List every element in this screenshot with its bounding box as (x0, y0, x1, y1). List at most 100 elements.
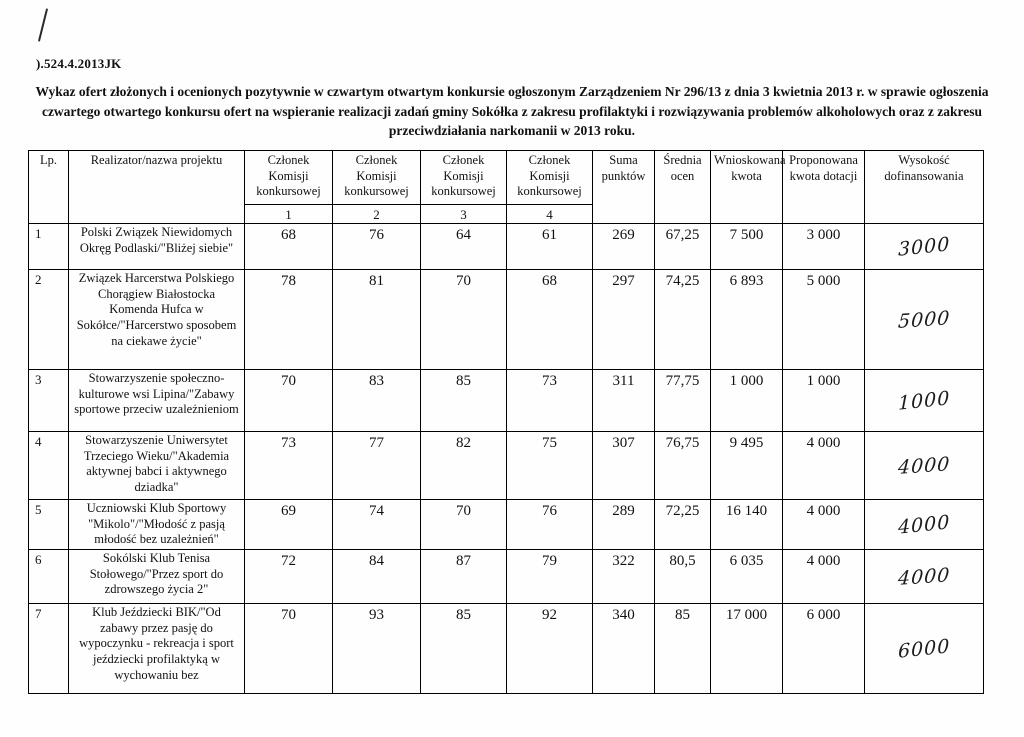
cell-handwritten-amount: 4000 (864, 549, 984, 604)
document-title: Wykaz ofert złożonych i ocenionych pozyt… (35, 84, 989, 139)
cell-handwritten-amount: 6000 (864, 603, 984, 694)
cell-wnioskowana-kwota: 16 140 (710, 499, 783, 550)
cell-project-name: Związek Harcerstwa Polskiego Chorągiew B… (68, 269, 245, 371)
komisja-number-2: 2 (333, 203, 420, 223)
cell-score-member-4: 76 (506, 499, 593, 550)
document-reference-number: ).524.4.2013JK (36, 56, 122, 71)
cell-score-member-3: 64 (420, 223, 507, 271)
cell-score-member-2: 76 (332, 223, 421, 271)
cell-suma-punktow: 289 (592, 499, 655, 550)
cell-srednia-ocen: 74,25 (654, 269, 711, 371)
cell-handwritten-amount: 1000 (864, 369, 984, 433)
cell-ordinal-number: 7 (28, 603, 69, 694)
table-row: 6 Sokólski Klub Tenisa Stołowego/"Przez … (28, 549, 984, 604)
handwritten-amount: 4000 (897, 510, 951, 539)
cell-suma-punktow: 297 (592, 269, 655, 371)
header-komisja-member-4: Członek Komisji konkursowej 4 (506, 149, 593, 225)
cell-srednia-ocen: 80,5 (654, 549, 711, 604)
cell-score-member-3: 70 (420, 269, 507, 371)
table-body: 1 Polski Związek Niewidomych Okręg Podla… (28, 223, 984, 694)
header-komisja-member-1: Członek Komisji konkursowej 1 (244, 149, 333, 225)
cell-wnioskowana-kwota: 17 000 (710, 603, 783, 694)
cell-handwritten-amount: 3000 (864, 223, 984, 271)
cell-srednia-ocen: 67,25 (654, 223, 711, 271)
handwritten-amount: 5000 (897, 306, 951, 333)
cell-suma-punktow: 269 (592, 223, 655, 271)
cell-ordinal-number: 6 (28, 549, 69, 604)
cell-score-member-3: 70 (420, 499, 507, 550)
cell-suma-punktow: 311 (592, 369, 655, 433)
cell-score-member-2: 77 (332, 431, 421, 501)
cell-score-member-3: 85 (420, 603, 507, 694)
header-wysokosc-dofinansowania: Wysokość dofinansowania (864, 149, 984, 225)
cell-suma-punktow: 307 (592, 431, 655, 501)
handwritten-slash-mark (37, 8, 49, 42)
header-lp: Lp. (28, 149, 69, 225)
handwritten-amount: 6000 (897, 634, 951, 663)
komisja-number-3: 3 (421, 203, 506, 223)
cell-srednia-ocen: 76,75 (654, 431, 711, 501)
cell-score-member-3: 87 (420, 549, 507, 604)
cell-score-member-1: 78 (244, 269, 333, 371)
cell-score-member-4: 73 (506, 369, 593, 433)
table-row: 3 Stowarzyszenie społeczno-kulturowe wsi… (28, 369, 984, 433)
handwritten-amount: 1000 (897, 386, 951, 415)
cell-score-member-1: 70 (244, 369, 333, 433)
cell-ordinal-number: 5 (28, 499, 69, 550)
komisja-label-3: Członek Komisji konkursowej (431, 153, 496, 199)
handwritten-amount: 3000 (897, 232, 951, 261)
cell-proponowana-kwota: 4 000 (782, 431, 865, 501)
komisja-label-4: Członek Komisji konkursowej (517, 153, 582, 199)
header-komisja-member-3: Członek Komisji konkursowej 3 (420, 149, 507, 225)
header-komisja-member-2: Członek Komisji konkursowej 2 (332, 149, 421, 225)
komisja-label-2: Członek Komisji konkursowej (344, 153, 409, 199)
cell-score-member-4: 92 (506, 603, 593, 694)
cell-score-member-3: 82 (420, 431, 507, 501)
cell-srednia-ocen: 85 (654, 603, 711, 694)
cell-handwritten-amount: 5000 (864, 269, 984, 371)
table-row: 4 Stowarzyszenie Uniwersytet Trzeciego W… (28, 431, 984, 501)
cell-ordinal-number: 4 (28, 431, 69, 501)
cell-score-member-2: 74 (332, 499, 421, 550)
cell-proponowana-kwota: 4 000 (782, 549, 865, 604)
table-row: 5 Uczniowski Klub Sportowy "Mikolo"/"Mło… (28, 499, 984, 550)
handwritten-amount: 4000 (897, 452, 951, 479)
cell-suma-punktow: 322 (592, 549, 655, 604)
cell-ordinal-number: 3 (28, 369, 69, 433)
header-wnioskowana-kwota: Wnioskowana kwota (710, 149, 786, 225)
cell-score-member-1: 73 (244, 431, 333, 501)
cell-proponowana-kwota: 5 000 (782, 269, 865, 371)
cell-wnioskowana-kwota: 9 495 (710, 431, 783, 501)
cell-score-member-4: 75 (506, 431, 593, 501)
handwritten-amount: 4000 (897, 563, 951, 590)
cell-project-name: Klub Jeździecki BIK/"Od zabawy przez pas… (68, 603, 245, 694)
cell-score-member-4: 68 (506, 269, 593, 371)
table-row: 1 Polski Związek Niewidomych Okręg Podla… (28, 223, 984, 271)
komisja-label-1: Członek Komisji konkursowej (256, 153, 321, 199)
cell-proponowana-kwota: 4 000 (782, 499, 865, 550)
header-proponowana-kwota: Proponowana kwota dotacji (782, 149, 865, 225)
cell-score-member-1: 69 (244, 499, 333, 550)
header-srednia-ocen: Średnia ocen (654, 149, 711, 225)
cell-ordinal-number: 2 (28, 269, 69, 371)
cell-project-name: Polski Związek Niewidomych Okręg Podlask… (68, 223, 245, 271)
cell-score-member-4: 61 (506, 223, 593, 271)
cell-score-member-2: 83 (332, 369, 421, 433)
header-realizator: Realizator/nazwa projektu (68, 149, 245, 225)
cell-score-member-2: 84 (332, 549, 421, 604)
komisja-number-1: 1 (245, 203, 332, 223)
cell-project-name: Stowarzyszenie Uniwersytet Trzeciego Wie… (68, 431, 245, 501)
table-header-row: Lp. Realizator/nazwa projektu Członek Ko… (28, 149, 984, 225)
cell-score-member-2: 93 (332, 603, 421, 694)
cell-proponowana-kwota: 1 000 (782, 369, 865, 433)
cell-wnioskowana-kwota: 7 500 (710, 223, 783, 271)
cell-ordinal-number: 1 (28, 223, 69, 271)
cell-score-member-1: 72 (244, 549, 333, 604)
cell-srednia-ocen: 72,25 (654, 499, 711, 550)
cell-wnioskowana-kwota: 1 000 (710, 369, 783, 433)
cell-score-member-2: 81 (332, 269, 421, 371)
cell-score-member-4: 79 (506, 549, 593, 604)
cell-proponowana-kwota: 6 000 (782, 603, 865, 694)
cell-suma-punktow: 340 (592, 603, 655, 694)
